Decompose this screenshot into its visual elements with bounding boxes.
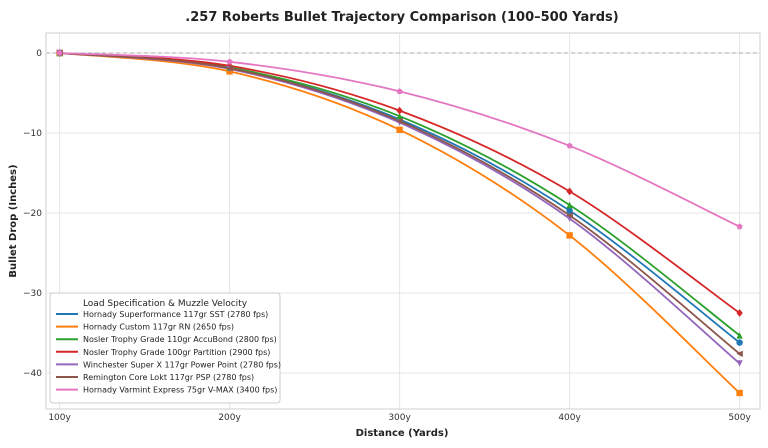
x-tick-label: 200y (218, 413, 241, 423)
series-line-1 (59, 52, 741, 394)
legend-entry: Remington Core Lokt 117gr PSP (2780 fps) (83, 373, 254, 382)
legend-title: Load Specification & Muzzle Velocity (83, 299, 248, 309)
data-point-6-3 (566, 142, 573, 149)
data-point-6-0 (56, 49, 63, 56)
data-point-3-3 (566, 187, 573, 196)
y-tick-label: 0 (36, 49, 42, 59)
x-tick-label: 500y (728, 413, 751, 423)
data-point-0-3 (566, 207, 573, 214)
legend-box (49, 292, 281, 404)
data-point-2-2 (396, 113, 403, 120)
data-point-1-3 (566, 232, 573, 239)
data-point-6-2 (396, 88, 403, 94)
y-tick-label: −30 (23, 289, 42, 299)
y-tick-label: −40 (23, 369, 42, 379)
x-tick-labels: 100y 200y 300y 400y 500y (48, 413, 751, 423)
data-point-5-3 (566, 212, 573, 219)
data-point-4-4 (736, 360, 743, 367)
data-point-1-4 (736, 389, 743, 397)
data-point-5-2 (396, 117, 403, 125)
data-point-0-4 (736, 339, 743, 346)
series-markers (56, 49, 743, 397)
data-point-5-4 (736, 350, 743, 357)
data-point-2-4 (736, 332, 743, 339)
chart-title: .257 Roberts Bullet Trajectory Compariso… (185, 10, 618, 25)
legend-entry: Hornady Superformance 117gr SST (2780 fp… (83, 310, 268, 319)
y-tick-label: −10 (23, 129, 42, 139)
legend: Load Specification & Muzzle Velocity Hor… (49, 292, 281, 404)
y-axis-label: Bullet Drop (Inches) (8, 164, 19, 277)
data-point-1-2 (396, 126, 403, 133)
legend-entry: Winchester Super X 117gr Power Point (27… (83, 360, 281, 369)
legend-entry: Hornady Varmint Express 75gr V-MAX (3400… (83, 386, 277, 395)
y-tick-label: −20 (23, 209, 42, 219)
plot-frame (45, 32, 761, 410)
data-point-5-1 (226, 65, 233, 72)
y-tick-labels: 0 −10 −20 −30 −40 (23, 49, 42, 379)
data-point-3-2 (396, 106, 403, 115)
legend-items: Hornady Superformance 117gr SST (2780 fp… (56, 310, 281, 395)
x-tick-label: 100y (48, 413, 71, 423)
x-axis-label: Distance (Yards) (356, 428, 449, 439)
data-point-2-3 (566, 201, 573, 209)
data-point-6-1 (226, 58, 233, 65)
data-point-6-4 (736, 223, 743, 230)
legend-entry: Nosler Trophy Grade 110gr AccuBond (2800… (83, 335, 277, 344)
legend-entry: Nosler Trophy Grade 100gr Partition (290… (83, 348, 270, 357)
x-tick-label: 300y (388, 413, 411, 423)
data-point-3-4 (736, 309, 743, 317)
legend-entry: Hornady Custom 117gr RN (2650 fps) (83, 323, 234, 332)
x-tick-label: 400y (558, 413, 581, 423)
